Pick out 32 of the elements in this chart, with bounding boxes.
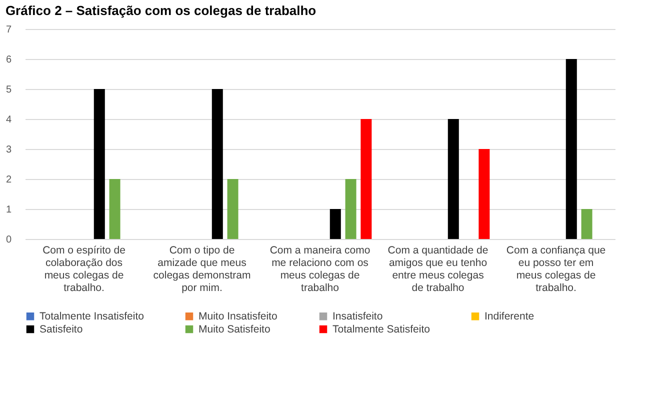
- y-tick-label: 3: [6, 144, 12, 156]
- x-tick-label: Com a maneira como me relaciono com os meus colegas de trabalho: [270, 244, 370, 294]
- legend-label: Totalmente Satisfeito: [332, 323, 430, 336]
- bar: [478, 149, 490, 239]
- y-tick-label: 6: [6, 54, 12, 66]
- y-tick-label: 1: [6, 204, 12, 216]
- bar: [448, 119, 459, 239]
- bar: [109, 179, 120, 239]
- chart-title: Gráfico 2 – Satisfação com os colegas de trabalho: [5, 3, 316, 18]
- y-tick-label: 5: [6, 84, 12, 96]
- legend-label: Muito Insatisfeito: [198, 310, 278, 322]
- legend-label: Totalmente Insatisfeito: [40, 310, 144, 322]
- x-tick-label: Com o tipo de amizade que meus colegas demonstram por mim.: [153, 244, 251, 294]
- bar: [94, 89, 105, 239]
- bar: [345, 179, 356, 239]
- x-tick-label: Com a confiança que eu posso ter em meus colegas de trabalho.: [506, 244, 606, 294]
- legend-label: Satisfeito: [40, 323, 83, 336]
- x-tick-label: Com o espírito de colaboração dos meus colegas de trabalho.: [42, 244, 126, 294]
- bar: [581, 209, 592, 239]
- y-tick-label: 2: [6, 174, 12, 186]
- legend-label: Insatisfeito: [332, 310, 383, 322]
- y-tick-label: 0: [6, 234, 12, 246]
- x-tick-label: Com a quantidade de amigos que eu tenho entre meus colegas de trabalho: [388, 244, 488, 294]
- bar: [566, 59, 577, 239]
- bar: [227, 179, 238, 239]
- legend-label: Muito Satisfeito: [198, 323, 270, 336]
- legend-label: Indiferente: [484, 310, 534, 322]
- bar: [212, 89, 223, 239]
- y-tick-label: 4: [6, 114, 12, 126]
- bar: [330, 209, 341, 239]
- bar: [360, 119, 372, 239]
- y-tick-label: 7: [6, 24, 12, 36]
